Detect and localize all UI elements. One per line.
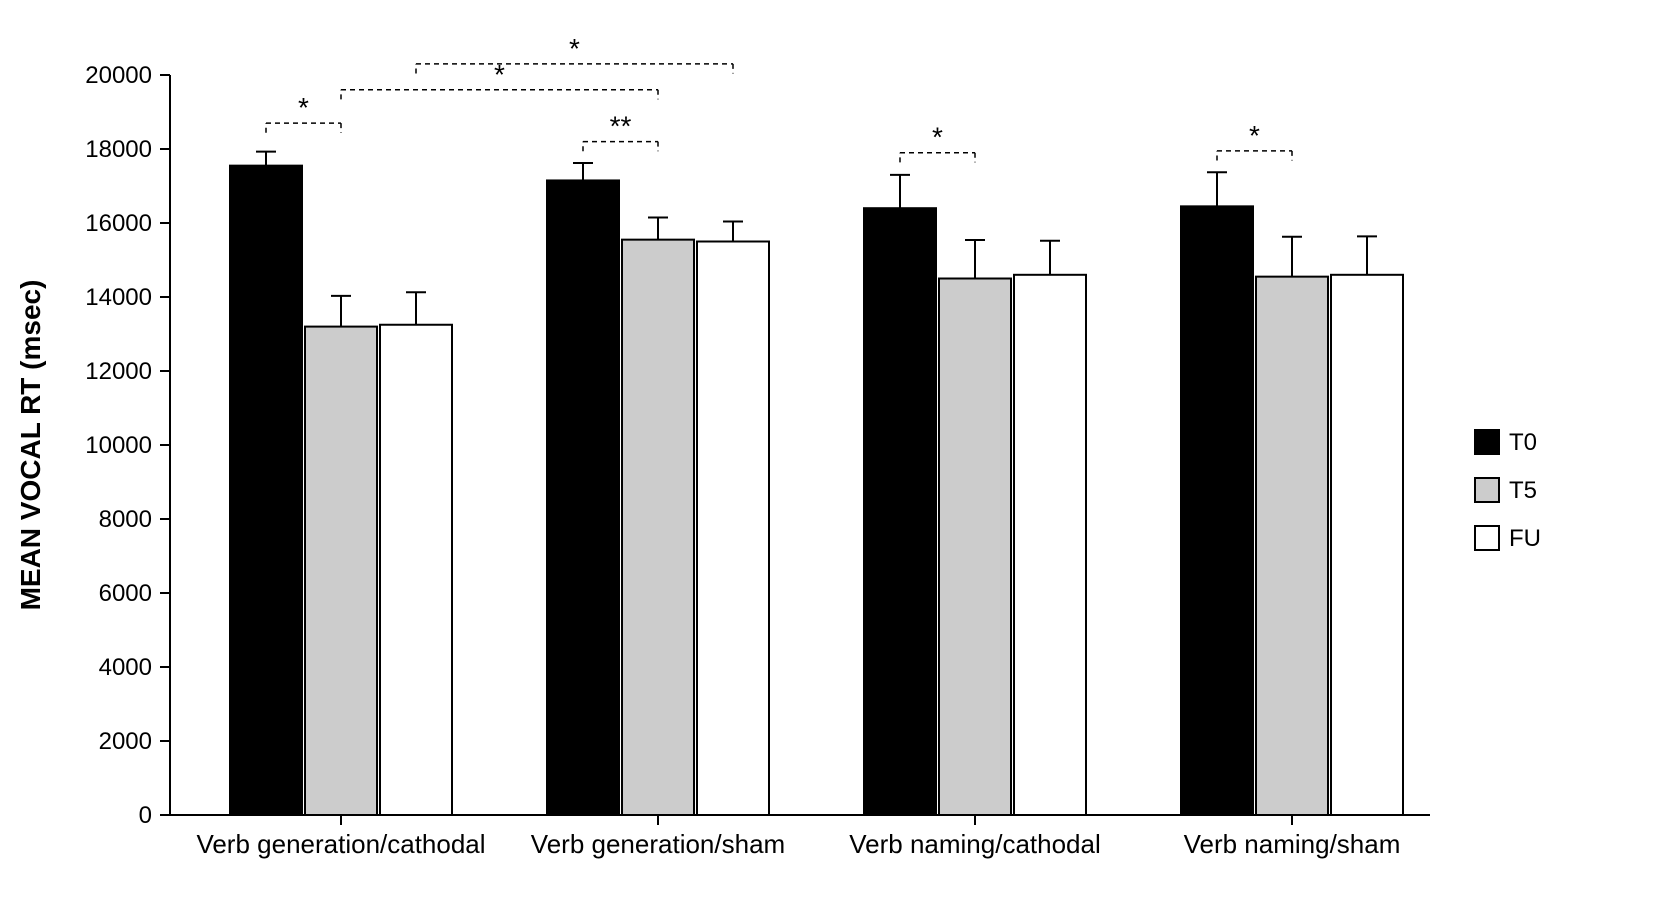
y-tick-label: 10000 (85, 432, 152, 459)
bar (230, 166, 302, 815)
bar (864, 208, 936, 815)
bar-chart: 0 2000 4000 6000 8000 10000 12000 14000 16000 180… (0, 0, 1661, 888)
bar (305, 327, 377, 815)
bar (380, 325, 452, 815)
y-tick-label: 14000 (85, 284, 152, 311)
y-tick-label: 20000 (85, 62, 152, 89)
legend-swatch (1475, 478, 1499, 502)
bar (1181, 206, 1253, 815)
y-tick-label: 2000 (99, 728, 152, 755)
legend-label: T5 (1509, 477, 1537, 504)
bar (1014, 275, 1086, 815)
y-tick-label: 4000 (99, 654, 152, 681)
y-axis-label: MEAN VOCAL RT (msec) (15, 280, 46, 611)
bar (1331, 275, 1403, 815)
legend-swatch (1475, 526, 1499, 550)
bar (622, 240, 694, 815)
x-category-label: Verb naming/sham (1184, 829, 1401, 859)
sig-label: * (569, 33, 580, 64)
x-category-label: Verb generation/sham (531, 829, 785, 859)
y-tick-label: 0 (139, 802, 152, 829)
sig-label: ** (610, 111, 632, 142)
bar (547, 180, 619, 815)
legend-label: T0 (1509, 429, 1537, 456)
sig-label: * (1249, 120, 1260, 151)
bar (697, 242, 769, 816)
legend-swatch (1475, 430, 1499, 454)
y-tick-label: 12000 (85, 358, 152, 385)
y-tick-label: 8000 (99, 506, 152, 533)
y-tick-label: 18000 (85, 136, 152, 163)
x-category-label: Verb naming/cathodal (849, 829, 1101, 859)
sig-label: * (298, 92, 309, 123)
bar (939, 279, 1011, 816)
legend-label: FU (1509, 525, 1541, 552)
sig-label: * (932, 122, 943, 153)
chart-container: 0 2000 4000 6000 8000 10000 12000 14000 16000 180… (0, 0, 1661, 888)
bar (1256, 277, 1328, 815)
x-category-label: Verb generation/cathodal (196, 829, 485, 859)
y-tick-label: 16000 (85, 210, 152, 237)
y-tick-label: 6000 (99, 580, 152, 607)
